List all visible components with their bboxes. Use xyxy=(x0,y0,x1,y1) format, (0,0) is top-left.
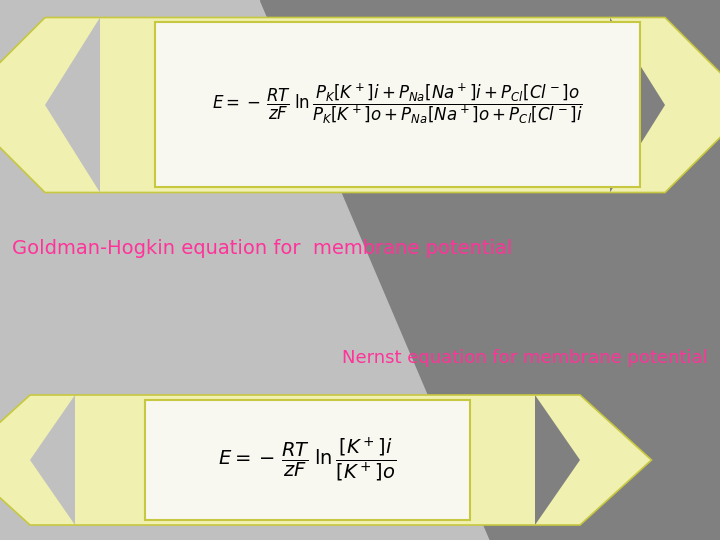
Polygon shape xyxy=(0,17,720,192)
Polygon shape xyxy=(610,17,665,192)
Polygon shape xyxy=(0,395,652,525)
Polygon shape xyxy=(30,395,75,525)
Polygon shape xyxy=(260,0,720,540)
Text: Goldman-Hogkin equation for  membrane potential: Goldman-Hogkin equation for membrane pot… xyxy=(12,239,513,258)
Text: $E = -\, \dfrac{RT}{zF} \; \ln\dfrac{[K^+]i}{[K^+]o}$: $E = -\, \dfrac{RT}{zF} \; \ln\dfrac{[K^… xyxy=(218,436,397,484)
Text: $E = -\, \dfrac{RT}{zF} \; \ln\dfrac{P_K[K^+]i + P_{Na}[Na^+]i + P_{Cl}[Cl^-]o}{: $E = -\, \dfrac{RT}{zF} \; \ln\dfrac{P_K… xyxy=(212,82,583,127)
Polygon shape xyxy=(45,17,100,192)
Text: Nernst equation for membrane potential: Nernst equation for membrane potential xyxy=(342,349,708,367)
FancyBboxPatch shape xyxy=(155,22,640,187)
FancyBboxPatch shape xyxy=(145,400,470,520)
Polygon shape xyxy=(535,395,580,525)
